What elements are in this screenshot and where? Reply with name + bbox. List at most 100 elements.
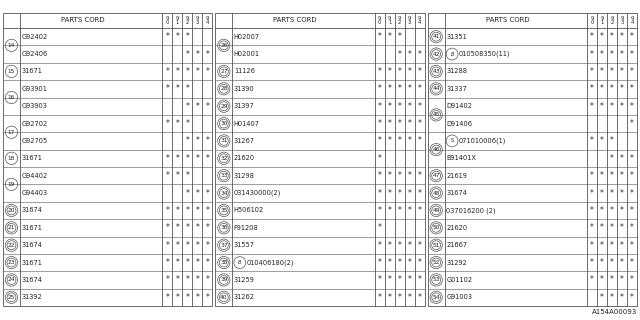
Text: 2: 2	[398, 20, 401, 26]
Text: *: *	[610, 276, 614, 284]
Text: *: *	[600, 84, 604, 93]
Text: *: *	[378, 32, 381, 41]
Text: *: *	[620, 50, 624, 59]
Text: *: *	[620, 67, 624, 76]
Text: 9: 9	[398, 15, 401, 20]
Text: *: *	[186, 276, 189, 284]
Text: B91401X: B91401X	[446, 155, 476, 161]
Text: *: *	[205, 50, 209, 59]
Text: *: *	[205, 276, 209, 284]
Text: 3: 3	[196, 20, 199, 26]
Text: *: *	[378, 293, 381, 302]
Text: *: *	[195, 258, 199, 267]
Text: *: *	[610, 32, 614, 41]
Text: 9: 9	[611, 15, 614, 20]
Text: *: *	[408, 119, 412, 128]
Text: 4: 4	[418, 20, 421, 26]
Text: *: *	[408, 241, 412, 250]
Text: 31671: 31671	[22, 155, 42, 161]
Text: 0: 0	[378, 20, 381, 26]
Text: *: *	[378, 206, 381, 215]
Text: B: B	[238, 260, 241, 265]
Text: 31292: 31292	[446, 260, 467, 266]
Text: 4: 4	[205, 20, 209, 26]
Text: *: *	[610, 84, 614, 93]
Text: *: *	[408, 206, 412, 215]
Text: *: *	[175, 171, 179, 180]
Text: *: *	[600, 206, 604, 215]
Text: *: *	[378, 136, 381, 145]
Text: G94402: G94402	[22, 173, 48, 179]
Text: *: *	[388, 84, 392, 93]
Text: *: *	[397, 276, 402, 284]
Text: B: B	[451, 52, 454, 57]
Text: *: *	[186, 154, 189, 163]
Text: A154A00093: A154A00093	[592, 309, 637, 315]
Text: 26: 26	[220, 43, 228, 48]
Text: 071010006(1): 071010006(1)	[459, 138, 506, 144]
Text: *: *	[165, 154, 169, 163]
Text: *: *	[205, 188, 209, 197]
Text: 21: 21	[8, 225, 15, 230]
Text: 21667: 21667	[446, 242, 467, 248]
Text: *: *	[610, 136, 614, 145]
Text: 9: 9	[166, 15, 169, 20]
Text: *: *	[175, 67, 179, 76]
Text: *: *	[175, 241, 179, 250]
Text: *: *	[590, 84, 594, 93]
Text: 31288: 31288	[446, 68, 467, 75]
Text: 9: 9	[205, 15, 209, 20]
Text: 33: 33	[220, 173, 228, 178]
Text: 9: 9	[630, 15, 634, 20]
Text: *: *	[165, 258, 169, 267]
Text: *: *	[418, 293, 422, 302]
Text: *: *	[418, 241, 422, 250]
Text: G94403: G94403	[22, 190, 47, 196]
Text: *: *	[620, 206, 624, 215]
Text: *: *	[195, 293, 199, 302]
Text: 31674: 31674	[446, 190, 467, 196]
Text: *: *	[397, 32, 402, 41]
Text: *: *	[388, 258, 392, 267]
Text: 31671: 31671	[22, 260, 42, 266]
Text: *: *	[590, 67, 594, 76]
Text: *: *	[165, 32, 169, 41]
Text: *: *	[388, 241, 392, 250]
Text: *: *	[600, 293, 604, 302]
Text: *: *	[600, 102, 604, 111]
Text: F91208: F91208	[234, 225, 259, 231]
Text: *: *	[165, 67, 169, 76]
Text: *: *	[630, 32, 634, 41]
Text: 32: 32	[220, 156, 228, 161]
Text: G01102: G01102	[446, 277, 472, 283]
Text: 9: 9	[418, 15, 421, 20]
Text: *: *	[610, 188, 614, 197]
Text: *: *	[175, 276, 179, 284]
Text: *: *	[388, 67, 392, 76]
Text: *: *	[590, 276, 594, 284]
Text: *: *	[620, 258, 624, 267]
Text: *: *	[620, 223, 624, 232]
Text: *: *	[600, 50, 604, 59]
Text: *: *	[165, 171, 169, 180]
Text: *: *	[610, 206, 614, 215]
Text: *: *	[600, 67, 604, 76]
Text: 21620: 21620	[446, 225, 467, 231]
Text: *: *	[186, 206, 189, 215]
Text: *: *	[630, 102, 634, 111]
Text: *: *	[186, 171, 189, 180]
Text: *: *	[388, 102, 392, 111]
Text: 037016200 (2): 037016200 (2)	[446, 207, 496, 214]
Text: *: *	[195, 50, 199, 59]
Text: 31671: 31671	[22, 68, 42, 75]
Text: 41: 41	[433, 34, 440, 39]
Text: *: *	[186, 258, 189, 267]
Text: *: *	[620, 102, 624, 111]
Text: *: *	[186, 136, 189, 145]
Text: 9: 9	[590, 15, 594, 20]
Text: *: *	[388, 188, 392, 197]
Text: *: *	[378, 67, 381, 76]
Text: 31: 31	[220, 139, 228, 143]
Text: *: *	[610, 102, 614, 111]
Text: *: *	[397, 50, 402, 59]
